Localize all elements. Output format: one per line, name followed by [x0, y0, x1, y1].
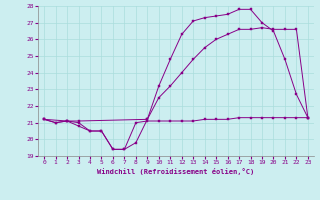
X-axis label: Windchill (Refroidissement éolien,°C): Windchill (Refroidissement éolien,°C) — [97, 168, 255, 175]
